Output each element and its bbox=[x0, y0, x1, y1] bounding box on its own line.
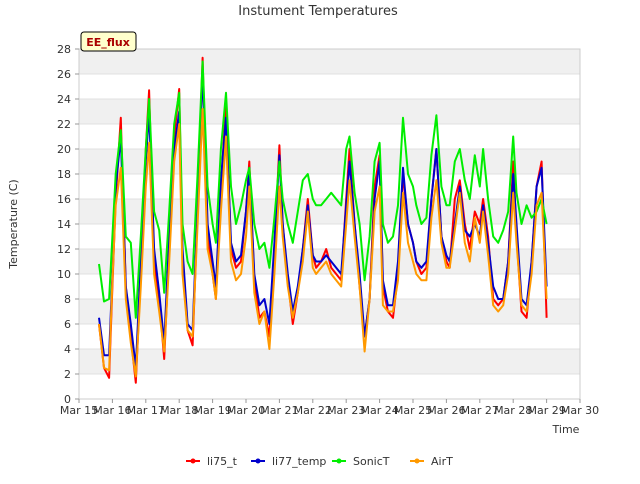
legend-marker-li77-temp bbox=[255, 458, 261, 464]
legend-marker-airt bbox=[414, 458, 420, 464]
y-tick-label: 14 bbox=[57, 218, 71, 231]
x-tick-label: Mar 29 bbox=[527, 404, 565, 417]
x-tick-label: Mar 20 bbox=[227, 404, 265, 417]
station-tag-label: EE_flux bbox=[86, 36, 130, 49]
x-tick-label: Mar 27 bbox=[461, 404, 499, 417]
series-line-airt bbox=[98, 108, 548, 378]
x-tick-label: Mar 25 bbox=[394, 404, 432, 417]
x-axis-label: Time bbox=[552, 423, 580, 436]
y-tick-label: 0 bbox=[64, 393, 71, 406]
x-tick-label: Mar 17 bbox=[127, 404, 165, 417]
x-tick-label: Mar 21 bbox=[260, 404, 298, 417]
x-tick-label: Mar 22 bbox=[294, 404, 332, 417]
x-tick-label: Mar 23 bbox=[327, 404, 365, 417]
grid-band bbox=[79, 99, 580, 124]
x-tick-label: Mar 18 bbox=[160, 404, 198, 417]
x-tick-label: Mar 19 bbox=[193, 404, 231, 417]
x-tick-label: Mar 26 bbox=[427, 404, 465, 417]
y-tick-label: 24 bbox=[57, 93, 71, 106]
y-tick-label: 18 bbox=[57, 168, 71, 181]
legend-label-li77-temp: li77_temp bbox=[272, 455, 326, 468]
legend-label-li75-t: li75_t bbox=[207, 455, 238, 468]
grid-band bbox=[79, 299, 580, 324]
legend-label-sonict: SonicT bbox=[353, 455, 390, 468]
y-axis-label: Temperature (C) bbox=[7, 179, 20, 269]
x-tick-label: Mar 28 bbox=[494, 404, 532, 417]
grid-band bbox=[79, 49, 580, 74]
y-tick-label: 8 bbox=[64, 293, 71, 306]
y-tick-label: 6 bbox=[64, 318, 71, 331]
legend-label-airt: AirT bbox=[431, 455, 453, 468]
x-tick-label: Mar 16 bbox=[93, 404, 131, 417]
chart-title: Instument Temperatures bbox=[238, 4, 398, 19]
y-tick-label: 20 bbox=[57, 143, 71, 156]
y-tick-label: 22 bbox=[57, 118, 71, 131]
y-tick-label: 12 bbox=[57, 243, 71, 256]
series-line-sonict bbox=[98, 60, 548, 319]
y-tick-label: 26 bbox=[57, 68, 71, 81]
x-tick-label: Mar 24 bbox=[360, 404, 398, 417]
x-tick-label: Mar 15 bbox=[60, 404, 98, 417]
y-tick-label: 28 bbox=[57, 43, 71, 56]
y-tick-label: 10 bbox=[57, 268, 71, 281]
y-tick-label: 16 bbox=[57, 193, 71, 206]
plot-background bbox=[78, 48, 581, 400]
grid-band bbox=[79, 149, 580, 174]
legend-marker-li75-t bbox=[190, 458, 196, 464]
station-tag-box bbox=[80, 31, 137, 52]
station-tag: EE_flux bbox=[80, 31, 137, 52]
grid-band bbox=[79, 349, 580, 374]
y-tick-label: 4 bbox=[64, 343, 71, 356]
y-tick-label: 2 bbox=[64, 368, 71, 381]
x-tick-label: Mar 30 bbox=[561, 404, 599, 417]
series-lines bbox=[98, 56, 548, 384]
grid-band bbox=[79, 199, 580, 224]
legend-marker-sonict bbox=[336, 458, 342, 464]
legend: li75_t li77_temp SonicT AirT bbox=[186, 455, 453, 468]
